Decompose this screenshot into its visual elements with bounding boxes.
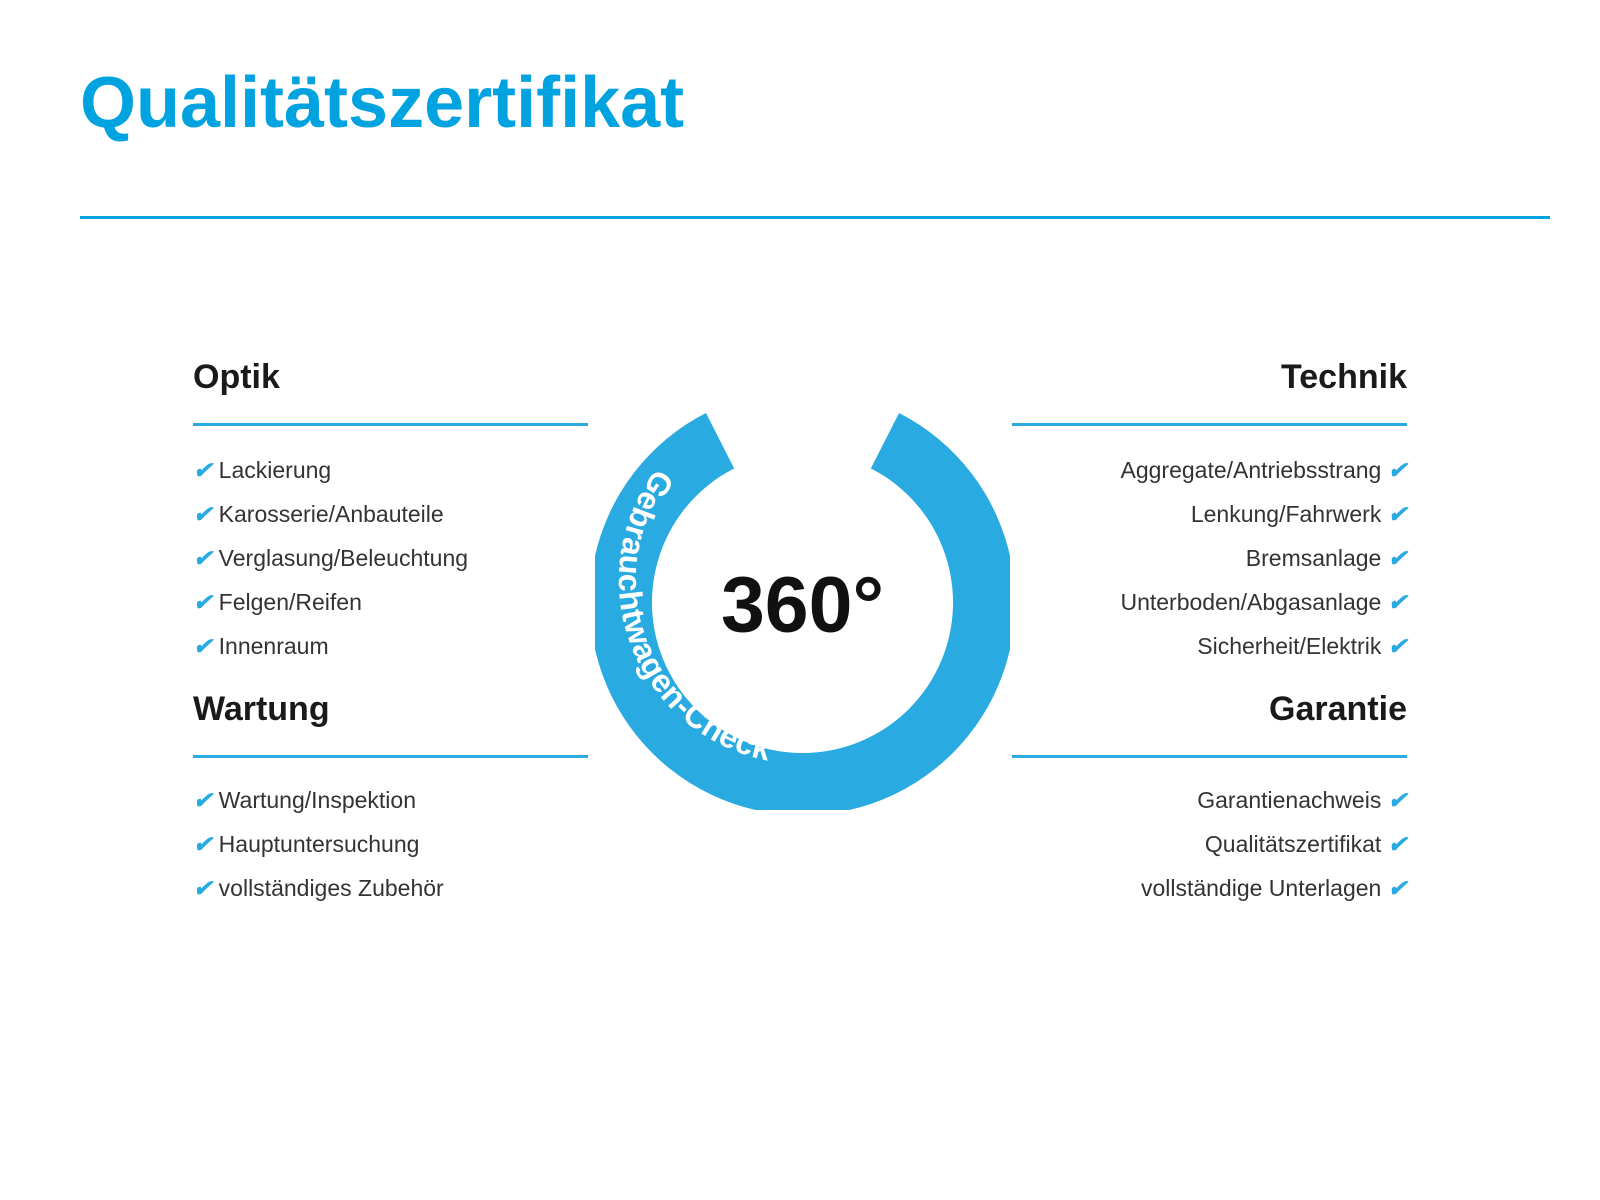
- svg-text:360°: 360°: [721, 561, 884, 649]
